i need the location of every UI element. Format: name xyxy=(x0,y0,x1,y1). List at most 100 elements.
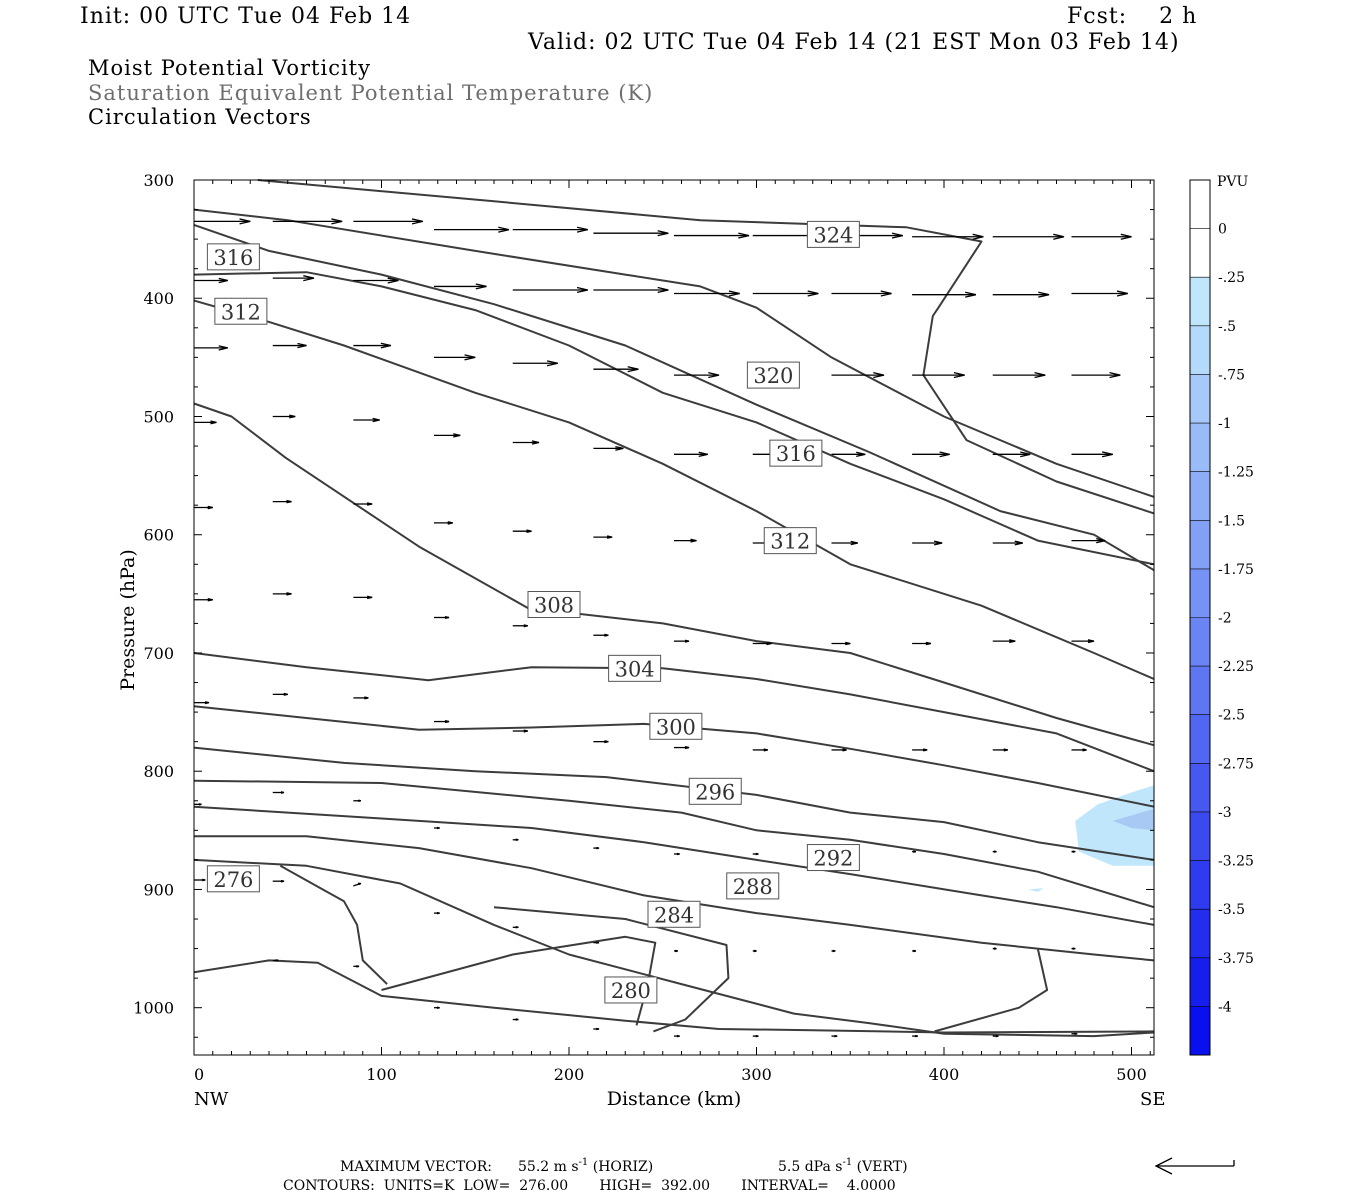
circulation-vector-68 xyxy=(831,641,851,646)
circulation-vector-102 xyxy=(674,949,678,953)
contour-label-300-8: 300 xyxy=(649,712,703,740)
circulation-vector-71 xyxy=(1071,639,1095,644)
vector-head xyxy=(615,445,624,451)
circulation-vector-46 xyxy=(992,451,1031,458)
circulation-vector-86 xyxy=(353,799,362,803)
contour-label-box xyxy=(608,654,662,682)
circulation-vector-17 xyxy=(593,286,669,294)
circulation-vector-89 xyxy=(593,846,600,850)
vector-head xyxy=(1034,372,1046,379)
circulation-vector-16 xyxy=(512,286,588,294)
contour-label-text: 320 xyxy=(753,364,793,388)
circulation-vector-39 xyxy=(434,433,461,438)
colorbar-label: -2.25 xyxy=(1218,659,1254,675)
circulation-vector-2 xyxy=(353,218,423,225)
vector-head xyxy=(546,360,558,367)
vector-head xyxy=(475,283,487,290)
contour-label-text: 292 xyxy=(813,847,853,871)
colorbar-cell xyxy=(1190,471,1210,521)
circulation-vector-97 xyxy=(272,879,285,883)
vector-head xyxy=(596,1027,600,1031)
circulation-vector-109 xyxy=(353,965,360,968)
vector-head xyxy=(1072,947,1076,950)
vector-head xyxy=(913,850,917,853)
contour-label-324-0: 324 xyxy=(806,220,860,248)
y-tick-label: 700 xyxy=(143,644,174,663)
circulation-vector-25 xyxy=(272,342,307,349)
colorbar-label: 0 xyxy=(1218,222,1227,238)
colorbar-cell xyxy=(1190,666,1210,715)
vector-head xyxy=(972,233,984,240)
circulation-vector-9 xyxy=(912,233,984,240)
contour-label-text: 284 xyxy=(654,903,694,927)
vector-head xyxy=(515,1018,519,1021)
vector-head xyxy=(411,218,423,225)
circulation-vector-63 xyxy=(434,615,450,620)
colorbar-cell xyxy=(1190,423,1210,472)
circulation-vector-32 xyxy=(831,372,885,379)
vector-head xyxy=(1014,540,1023,546)
vector-head xyxy=(939,451,950,458)
circulation-vector-11 xyxy=(1071,233,1132,240)
vector-head xyxy=(366,595,373,600)
circulation-vector-72 xyxy=(194,701,210,705)
contour-line-0 xyxy=(257,179,1155,515)
contour-line-13 xyxy=(193,959,1155,1034)
contour-label-316-4: 316 xyxy=(769,439,823,467)
circulation-vector-77 xyxy=(593,740,609,744)
vector-head xyxy=(283,692,288,696)
colorbar-label: -2.5 xyxy=(1218,708,1245,724)
contour-label-280-13: 280 xyxy=(604,976,658,1004)
y-tick-label: 900 xyxy=(143,880,174,899)
contour-line-6 xyxy=(193,652,1155,773)
contour-label-box xyxy=(206,243,260,271)
contour-label-box xyxy=(604,976,658,1004)
vector-head xyxy=(657,286,669,294)
vector-head xyxy=(763,748,768,752)
vector-head xyxy=(1003,748,1008,752)
vector-head xyxy=(1072,850,1076,853)
circulation-vector-83 xyxy=(1071,748,1087,752)
axes: 300 400 500 600 700 800 900 1000 0 100 200 300 400 50… xyxy=(133,171,1154,1084)
vector-head xyxy=(1020,451,1031,458)
circulation-vector-106 xyxy=(992,947,997,950)
contour-label-284-12: 284 xyxy=(647,900,701,928)
vector-head xyxy=(965,291,977,298)
contour-label-312-5: 312 xyxy=(763,527,817,555)
vector-head xyxy=(690,538,697,543)
contour-label-box xyxy=(746,361,800,389)
circulation-vector-66 xyxy=(674,639,690,643)
circulation-vector-108 xyxy=(272,959,279,962)
vector-head xyxy=(286,499,292,504)
colorbar-cell xyxy=(1190,277,1210,326)
x-tick-label: 500 xyxy=(1116,1065,1147,1084)
circulation-vector-27 xyxy=(434,354,476,361)
contour-line-5 xyxy=(193,402,1155,747)
circulation-vector-53 xyxy=(593,535,613,539)
circulation-vector-70 xyxy=(992,639,1016,644)
vector-head xyxy=(1109,372,1121,379)
field-title-theta-es: Saturation Equivalent Potential Temperat… xyxy=(88,81,654,105)
contour-label-text: 308 xyxy=(534,593,574,617)
circulation-vector-48 xyxy=(194,505,213,510)
circulation-vector-35 xyxy=(1071,372,1121,379)
vector-head xyxy=(925,641,932,646)
vector-head xyxy=(674,949,678,953)
contour-label-box xyxy=(647,900,701,928)
contour-label-320-3: 320 xyxy=(746,361,800,389)
colorbar-cell xyxy=(1190,520,1210,569)
circulation-vector-21 xyxy=(912,291,977,298)
contour-label-text: 324 xyxy=(813,223,853,247)
vector-head xyxy=(913,949,917,953)
contour-label-text: 312 xyxy=(770,530,810,554)
colorbar-cell xyxy=(1190,617,1210,667)
contour-label-box xyxy=(769,439,823,467)
vector-head xyxy=(380,342,392,349)
vector-head xyxy=(464,354,476,361)
circulation-vector-65 xyxy=(593,633,609,637)
reference-vector-arrow xyxy=(1154,1157,1235,1175)
circulation-vector-51 xyxy=(434,521,453,525)
max-vector-label: MAXIMUM VECTOR: xyxy=(340,1159,492,1175)
circulation-vector-87 xyxy=(434,826,440,830)
contour-line-17 xyxy=(934,948,1049,1033)
